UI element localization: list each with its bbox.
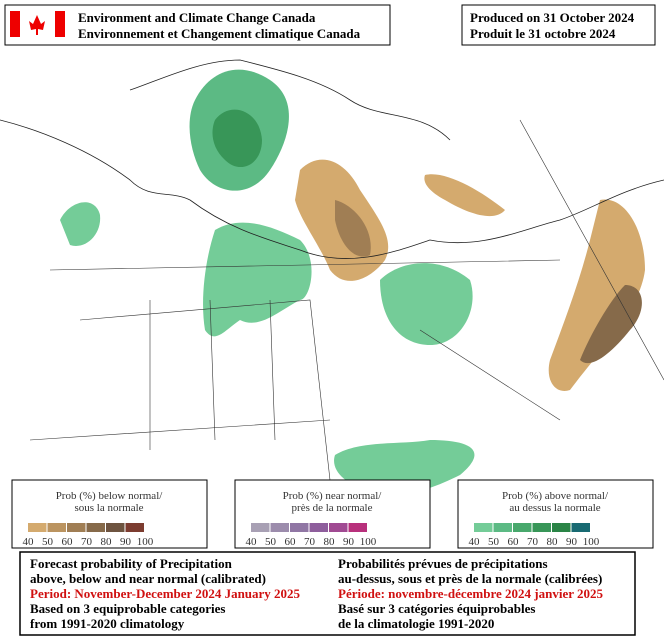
legend-box bbox=[457, 479, 654, 549]
legend-title: au dessus la normale bbox=[509, 502, 600, 514]
below-area bbox=[424, 174, 505, 217]
header-box bbox=[4, 4, 391, 46]
legends: Prob (%) below normal/sous la normale 40 5… bbox=[11, 479, 654, 549]
legend-swatch bbox=[251, 523, 270, 532]
legend-tick: 100 bbox=[360, 536, 377, 548]
above-area bbox=[380, 263, 473, 345]
legend-tick: 50 bbox=[42, 536, 54, 548]
below-area bbox=[548, 199, 645, 391]
legend-tick: 40 bbox=[23, 536, 35, 548]
legend-swatch bbox=[532, 523, 551, 532]
legend-title: Prob (%) near normal/ bbox=[283, 490, 383, 502]
legend-tick: 80 bbox=[324, 536, 336, 548]
flag bbox=[29, 15, 45, 35]
legend-tick: 60 bbox=[508, 536, 520, 548]
footer-line: Probabilités prévues de précipitations bbox=[338, 556, 548, 571]
footer-box bbox=[19, 551, 636, 636]
footer-line: Forecast probability of Precipitation bbox=[30, 556, 233, 571]
legend-swatch bbox=[552, 523, 571, 532]
legend-title: Prob (%) below normal/ bbox=[56, 490, 164, 502]
date-box bbox=[461, 4, 656, 46]
agency-fr: Environnement et Changement climatique C… bbox=[78, 26, 361, 41]
legend-tick: 50 bbox=[265, 536, 277, 548]
legend-tick: 60 bbox=[62, 536, 74, 548]
legend-tick: 40 bbox=[246, 536, 258, 548]
legend-swatch bbox=[67, 523, 86, 532]
footer: Forecast probability of Precipitationabo… bbox=[30, 556, 603, 631]
footer-line: Based on 3 equiprobable categories bbox=[30, 601, 226, 616]
legend-tick: 80 bbox=[547, 536, 559, 548]
flag bbox=[10, 11, 20, 37]
below-area bbox=[335, 200, 371, 257]
legend-swatch bbox=[309, 523, 328, 532]
coast bbox=[0, 119, 664, 259]
legend-swatch bbox=[571, 523, 590, 532]
coast bbox=[129, 59, 451, 141]
legend-box bbox=[234, 479, 431, 549]
legend-swatch bbox=[513, 523, 532, 532]
legend-box bbox=[11, 479, 208, 549]
footer-line: Period: November-December 2024 January 2… bbox=[30, 586, 301, 601]
legend-tick: 40 bbox=[469, 536, 481, 548]
legend-swatch bbox=[86, 523, 105, 532]
legend-title: Prob (%) above normal/ bbox=[502, 490, 609, 502]
legend-tick: 60 bbox=[285, 536, 297, 548]
footer-line: de la climatologie 1991-2020 bbox=[338, 616, 494, 631]
produced-fr: Produit le 31 octobre 2024 bbox=[470, 26, 616, 41]
legend-tick: 90 bbox=[120, 536, 132, 548]
legend-tick: 70 bbox=[527, 536, 539, 548]
legend-swatch bbox=[28, 523, 47, 532]
above-area bbox=[60, 202, 101, 246]
legend-swatch bbox=[125, 523, 144, 532]
above-area bbox=[212, 109, 262, 168]
agency-en: Environment and Climate Change Canada bbox=[78, 10, 316, 25]
flag bbox=[55, 11, 65, 37]
legend-swatch bbox=[290, 523, 309, 532]
footer-line: au-dessus, sous et près de la normale (c… bbox=[338, 571, 602, 586]
footer-line: above, below and near normal (calibrated… bbox=[30, 571, 266, 586]
legend-tick: 90 bbox=[343, 536, 355, 548]
footer-line: Période: novembre-décembre 2024 janvier … bbox=[338, 586, 603, 601]
legend-tick: 70 bbox=[304, 536, 316, 548]
legend-swatch bbox=[348, 523, 367, 532]
legend-title: près de la normale bbox=[292, 502, 373, 514]
legend-swatch bbox=[270, 523, 289, 532]
legend-tick: 90 bbox=[566, 536, 578, 548]
legend-swatch bbox=[474, 523, 493, 532]
legend-swatch bbox=[493, 523, 512, 532]
border bbox=[29, 119, 664, 481]
legend-tick: 80 bbox=[101, 536, 113, 548]
legend-swatch bbox=[329, 523, 348, 532]
legend-swatch bbox=[47, 523, 66, 532]
above-area bbox=[203, 222, 312, 337]
produced-en: Produced on 31 October 2024 bbox=[470, 10, 635, 25]
footer-line: from 1991-2020 climatology bbox=[30, 616, 185, 631]
legend-swatch bbox=[106, 523, 125, 532]
below-area bbox=[580, 285, 642, 364]
legend-title: sous la normale bbox=[74, 502, 143, 514]
legend-tick: 100 bbox=[137, 536, 154, 548]
legend-tick: 50 bbox=[488, 536, 500, 548]
legend-tick: 70 bbox=[81, 536, 93, 548]
footer-line: Basé sur 3 catégories équiprobables bbox=[338, 601, 535, 616]
legend-tick: 100 bbox=[583, 536, 600, 548]
